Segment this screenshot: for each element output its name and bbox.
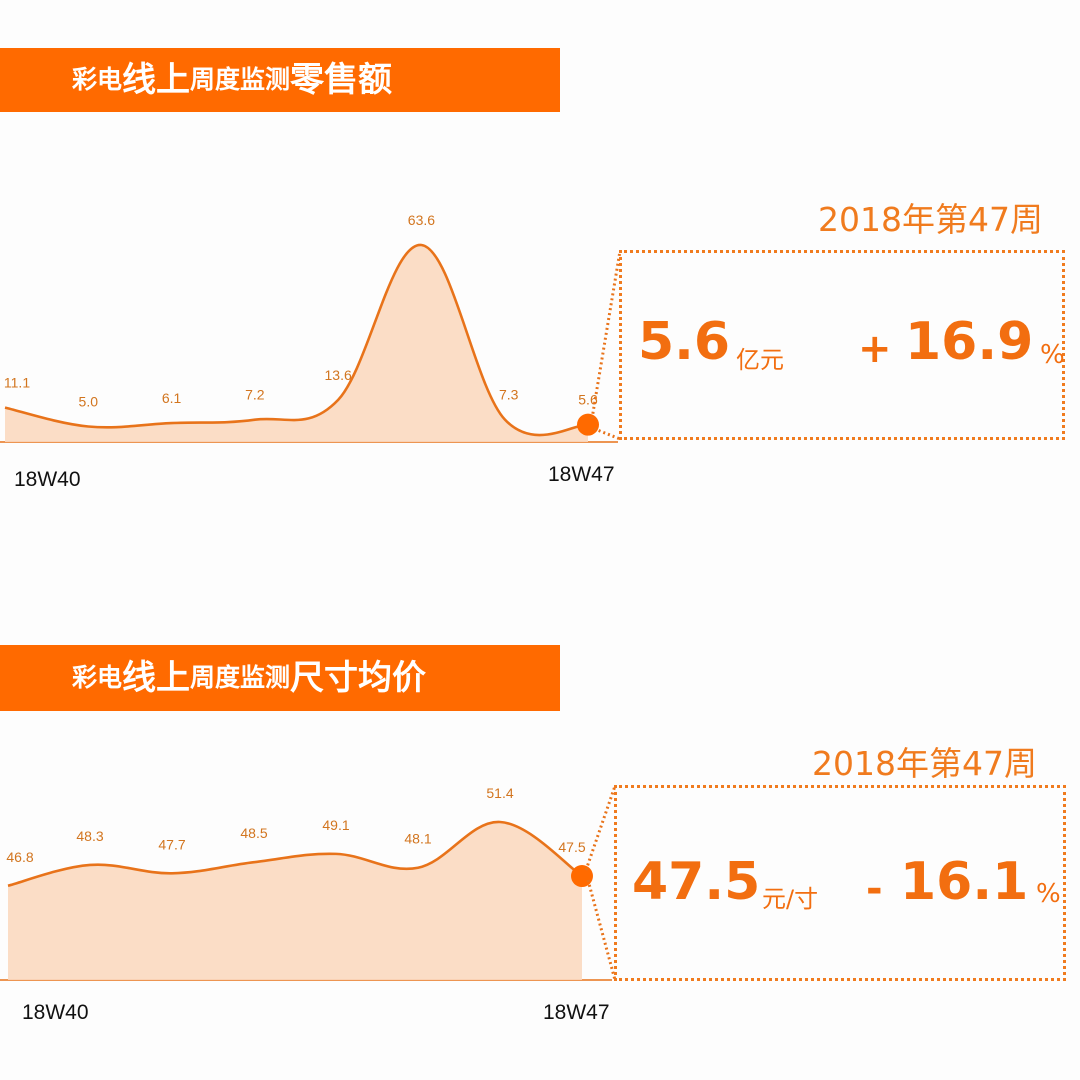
series-line: [4, 243, 589, 437]
panel-2-change-unit: %: [1036, 879, 1061, 909]
panel-2-x-end-label: 18W47: [543, 1001, 610, 1024]
area-fill: [8, 821, 582, 980]
data-label: 13.6: [325, 367, 352, 383]
kpi-connector-bottom: [586, 879, 617, 981]
area-fill: [5, 244, 588, 442]
panel-1-title-part-2: 线上: [122, 60, 191, 100]
panel-1-title-part-4: 零售额: [290, 60, 393, 100]
latest-point-marker: [571, 865, 593, 888]
data-label: 63.6: [408, 212, 435, 228]
panel-1-title-part-1: 彩电: [72, 65, 123, 94]
data-label: 11.1: [4, 375, 30, 391]
data-label: 7.3: [499, 386, 519, 402]
data-label: 48.5: [240, 825, 267, 841]
panel-2-title-part-2: 线上: [122, 658, 191, 698]
panel-1-title-part-3: 周度监测: [190, 65, 291, 94]
panel-1-kpi-unit: 亿元: [736, 346, 784, 374]
panel-1-x-start-label: 18W40: [14, 468, 81, 491]
data-label: 49.1: [322, 817, 349, 833]
panel-1-change-value: 16.9: [905, 312, 1034, 372]
panel-1-x-end-label: 18W47: [548, 463, 615, 486]
panel-2-period: 2018年第47周: [812, 744, 1037, 783]
panel-1-title-banner: 彩电 线上 周度监测 零售额: [0, 48, 560, 112]
panel-1-kpi-box: [619, 250, 1065, 440]
panel-2-kpi-box: [614, 785, 1066, 981]
data-label: 46.8: [6, 849, 33, 865]
data-label: 47.5: [558, 839, 585, 855]
data-label: 7.2: [245, 387, 265, 403]
panel-2-x-start-label: 18W40: [22, 1001, 89, 1024]
latest-point-marker: [577, 413, 599, 436]
sales-area-chart: 11.1 5.0 6.1 7.2 13.6 63.6 7.3 5.6: [0, 212, 622, 443]
panel-2-kpi-unit: 元/寸: [762, 885, 819, 913]
data-label: 5.0: [79, 394, 99, 410]
panel-2-change-sign: -: [866, 866, 883, 912]
panel-2-title-banner: 彩电 线上 周度监测 尺寸均价: [0, 645, 560, 711]
kpi-connector-top: [584, 785, 617, 871]
panel-1-change-sign: +: [858, 326, 892, 372]
data-label: 48.1: [404, 831, 431, 847]
panel-2-title-part-3: 周度监测: [190, 663, 291, 692]
data-label: 47.7: [158, 836, 185, 852]
panel-2-change-value: 16.1: [900, 852, 1029, 912]
panel-1-kpi-value: 5.6: [638, 312, 731, 372]
panel-1-change-unit: %: [1040, 340, 1065, 370]
panel-1-period: 2018年第47周: [818, 200, 1043, 239]
data-label: 5.6: [578, 392, 598, 408]
panel-2-title-part-1: 彩电: [72, 663, 123, 692]
series-line: [7, 820, 583, 888]
data-label: 51.4: [486, 785, 513, 801]
data-label: 6.1: [162, 390, 182, 406]
panel-2-title-part-4: 尺寸均价: [290, 658, 427, 698]
panel-2-kpi-value: 47.5: [632, 852, 761, 912]
data-label: 48.3: [76, 828, 103, 844]
kpi-connector-top: [590, 250, 622, 419]
